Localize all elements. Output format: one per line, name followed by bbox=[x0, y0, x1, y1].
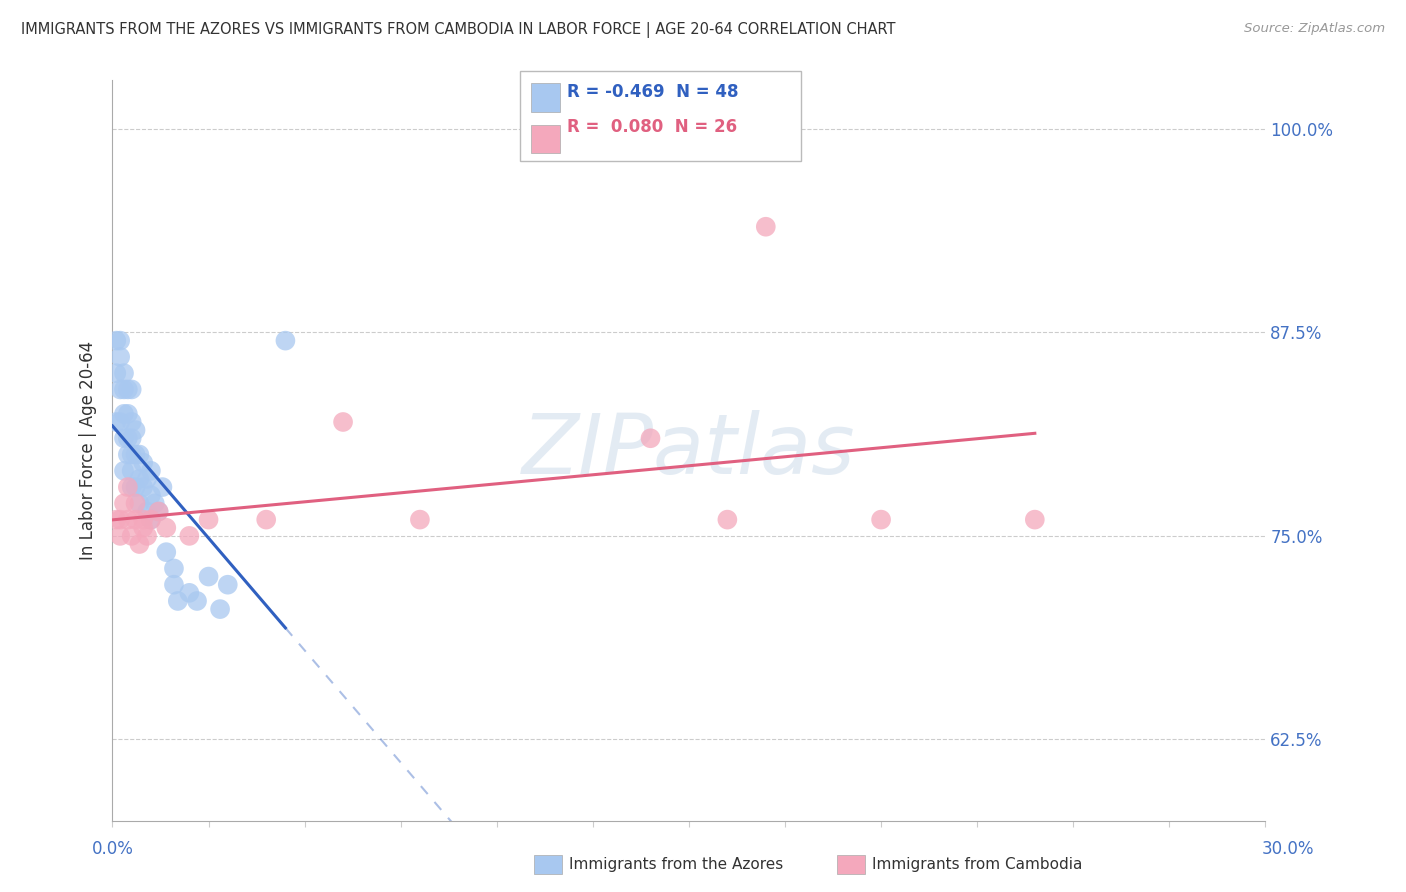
Point bbox=[163, 561, 186, 575]
Point bbox=[152, 480, 174, 494]
Point bbox=[197, 513, 219, 527]
Point bbox=[155, 521, 177, 535]
Point bbox=[163, 577, 186, 591]
Point bbox=[117, 448, 139, 462]
Point bbox=[254, 513, 277, 527]
Point bbox=[186, 594, 208, 608]
Text: ZIPatlas: ZIPatlas bbox=[522, 410, 856, 491]
Point bbox=[132, 456, 155, 470]
Point bbox=[108, 513, 131, 527]
Point bbox=[108, 334, 131, 348]
Point bbox=[112, 383, 135, 397]
Point bbox=[1024, 513, 1046, 527]
Point bbox=[117, 513, 139, 527]
Text: Immigrants from Cambodia: Immigrants from Cambodia bbox=[872, 857, 1083, 871]
Point bbox=[121, 480, 143, 494]
Point bbox=[132, 521, 155, 535]
Y-axis label: In Labor Force | Age 20-64: In Labor Force | Age 20-64 bbox=[79, 341, 97, 560]
Point bbox=[108, 529, 131, 543]
Text: R =  0.080  N = 26: R = 0.080 N = 26 bbox=[567, 118, 737, 136]
Point bbox=[139, 488, 162, 502]
Point bbox=[332, 415, 354, 429]
Point bbox=[108, 415, 131, 429]
Point bbox=[105, 334, 128, 348]
Point bbox=[155, 545, 177, 559]
Point bbox=[112, 407, 135, 421]
Point bbox=[640, 431, 662, 445]
Point bbox=[209, 602, 232, 616]
Point bbox=[117, 407, 139, 421]
Point bbox=[117, 480, 139, 494]
Point bbox=[128, 472, 150, 486]
Point bbox=[139, 513, 162, 527]
Point bbox=[143, 496, 166, 510]
Point bbox=[179, 529, 201, 543]
Point bbox=[128, 496, 150, 510]
Point bbox=[121, 464, 143, 478]
Point bbox=[112, 464, 135, 478]
Point bbox=[139, 464, 162, 478]
Point bbox=[132, 480, 155, 494]
Point bbox=[112, 496, 135, 510]
Text: 0.0%: 0.0% bbox=[91, 840, 134, 858]
Point bbox=[121, 383, 143, 397]
Point bbox=[121, 415, 143, 429]
Point bbox=[124, 496, 146, 510]
Point bbox=[105, 415, 128, 429]
Point bbox=[117, 383, 139, 397]
Point bbox=[108, 350, 131, 364]
Point bbox=[121, 431, 143, 445]
Point bbox=[128, 448, 150, 462]
Point bbox=[108, 383, 131, 397]
Point bbox=[136, 472, 159, 486]
Point bbox=[166, 594, 188, 608]
Point bbox=[716, 513, 738, 527]
Point bbox=[121, 529, 143, 543]
Text: R = -0.469  N = 48: R = -0.469 N = 48 bbox=[567, 83, 738, 101]
Point bbox=[112, 431, 135, 445]
Point bbox=[117, 431, 139, 445]
Point bbox=[124, 513, 146, 527]
Point bbox=[139, 513, 162, 527]
Text: Source: ZipAtlas.com: Source: ZipAtlas.com bbox=[1244, 22, 1385, 36]
Point bbox=[132, 513, 155, 527]
Point bbox=[148, 504, 170, 518]
Point bbox=[136, 504, 159, 518]
Point bbox=[124, 448, 146, 462]
Point bbox=[124, 423, 146, 437]
Point bbox=[105, 513, 128, 527]
Point bbox=[409, 513, 432, 527]
Point bbox=[179, 586, 201, 600]
Point bbox=[128, 537, 150, 551]
Text: 30.0%: 30.0% bbox=[1263, 840, 1315, 858]
Point bbox=[136, 529, 159, 543]
Point bbox=[124, 480, 146, 494]
Point bbox=[274, 334, 297, 348]
Text: IMMIGRANTS FROM THE AZORES VS IMMIGRANTS FROM CAMBODIA IN LABOR FORCE | AGE 20-6: IMMIGRANTS FROM THE AZORES VS IMMIGRANTS… bbox=[21, 22, 896, 38]
Point bbox=[870, 513, 893, 527]
Point bbox=[121, 448, 143, 462]
Point bbox=[112, 366, 135, 380]
Point bbox=[105, 366, 128, 380]
Point bbox=[148, 504, 170, 518]
Text: Immigrants from the Azores: Immigrants from the Azores bbox=[569, 857, 783, 871]
Point bbox=[197, 569, 219, 583]
Point bbox=[755, 219, 778, 234]
Point bbox=[217, 577, 239, 591]
